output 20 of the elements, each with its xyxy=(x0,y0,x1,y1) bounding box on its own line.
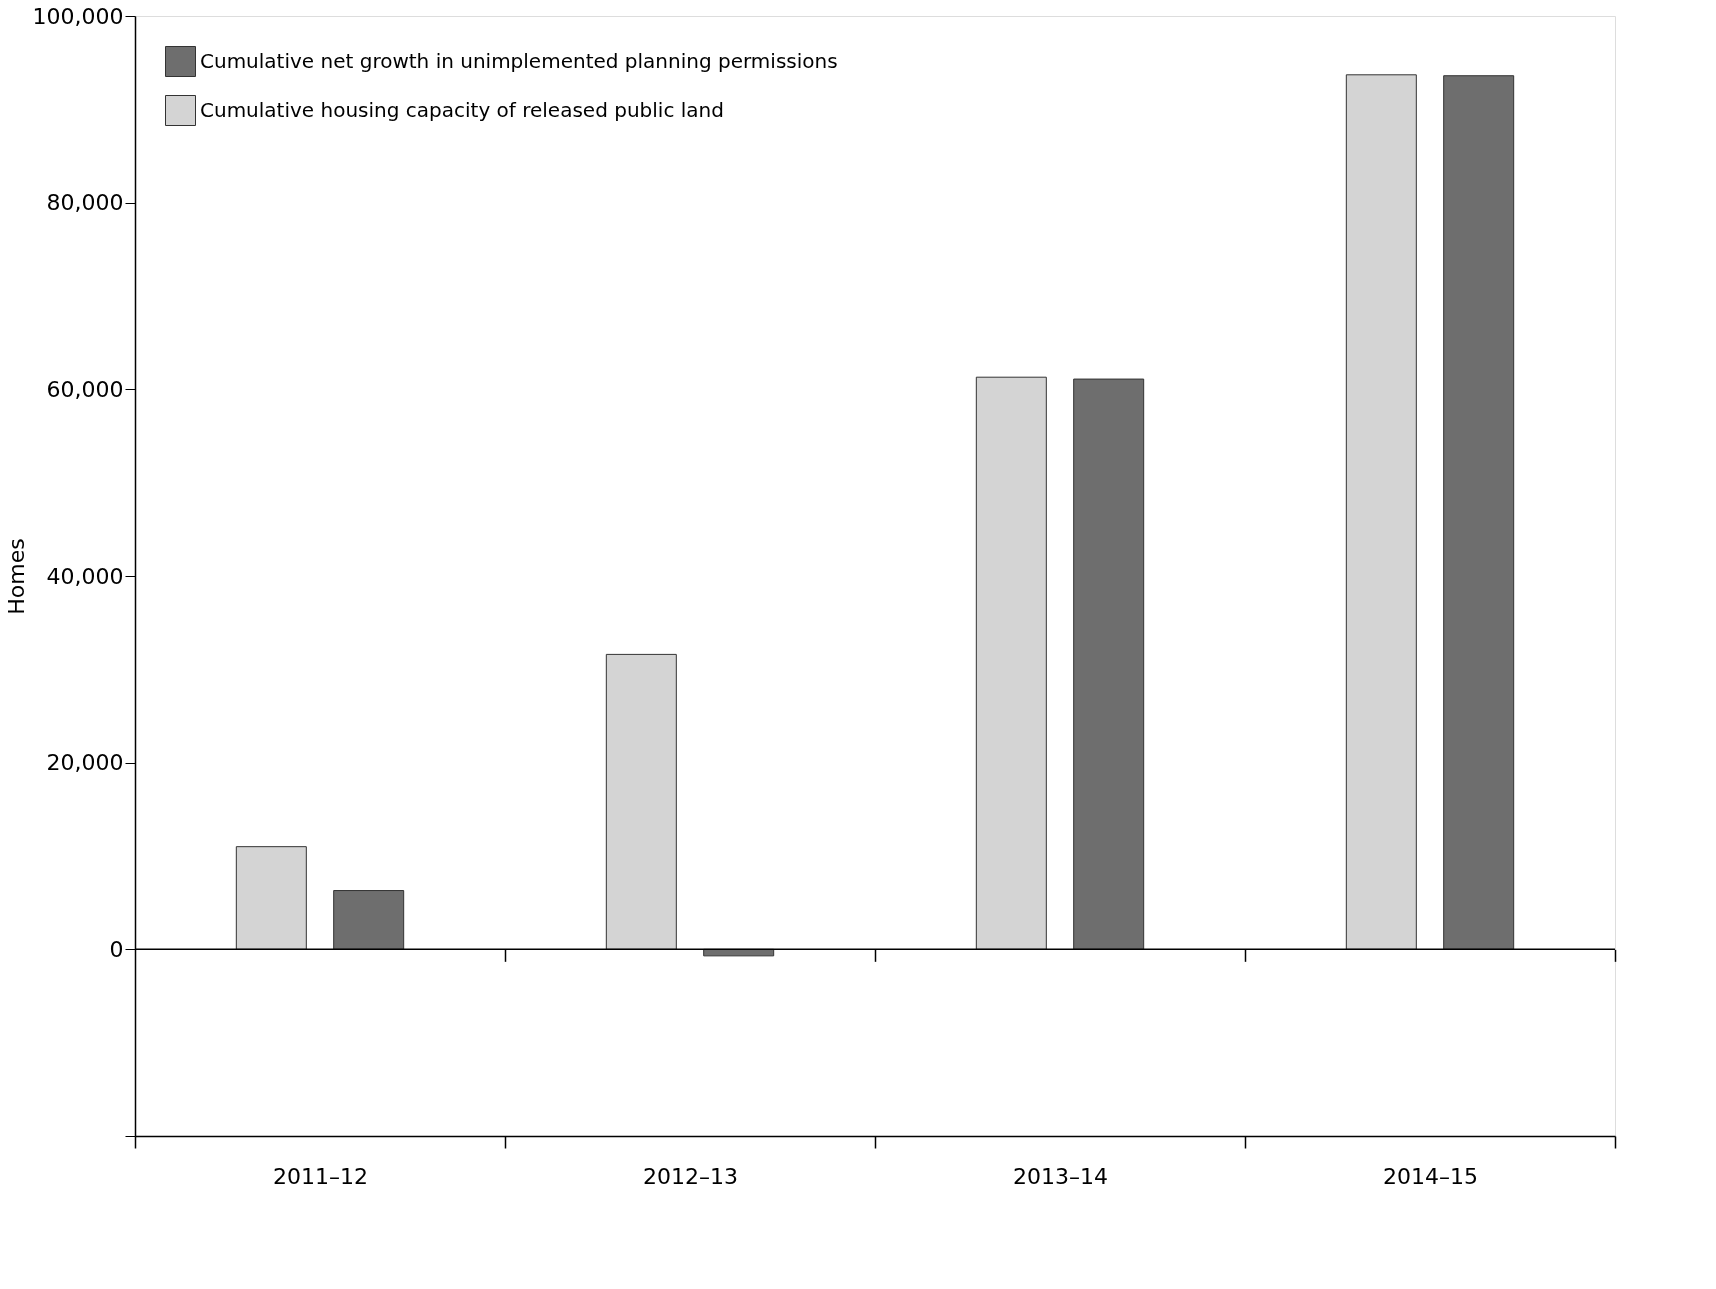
legend-label: Cumulative net growth in unimplemented planning permissions xyxy=(200,48,838,73)
bar xyxy=(1345,74,1417,950)
bar xyxy=(605,653,677,950)
y-tick-label: 80,000 xyxy=(46,190,124,216)
y-tick-label: 20,000 xyxy=(46,750,124,776)
y-tick-label: 60,000 xyxy=(46,376,124,402)
bar xyxy=(235,846,307,950)
x-tick-label: 2012–13 xyxy=(643,1163,738,1189)
x-tick-label: 2013–14 xyxy=(1013,1163,1108,1189)
y-tick-label: 100,000 xyxy=(32,3,124,29)
bar xyxy=(333,890,405,950)
bar xyxy=(975,376,1047,950)
y-tick-label: 40,000 xyxy=(46,563,124,589)
x-tick-label: 2014–15 xyxy=(1383,1163,1478,1189)
legend-label: Cumulative housing capacity of released public land xyxy=(200,97,724,122)
bar xyxy=(1443,75,1515,950)
y-axis-title: Homes xyxy=(3,538,29,615)
x-tick-label: 2011–12 xyxy=(273,1163,368,1189)
bar xyxy=(1073,378,1145,950)
y-tick-label: 0 xyxy=(109,936,124,962)
